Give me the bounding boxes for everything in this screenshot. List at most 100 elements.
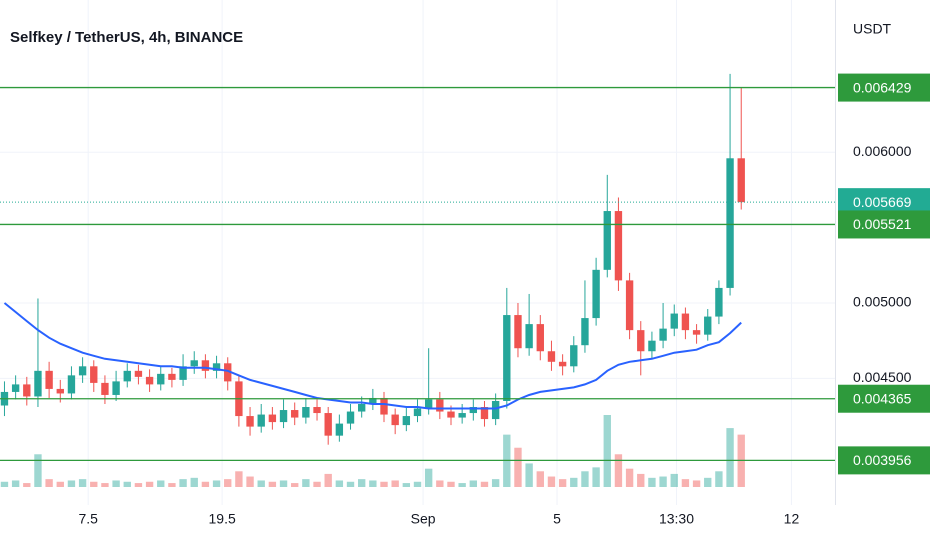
level-label: 0.005521 — [853, 216, 912, 232]
volume-bar — [45, 479, 53, 487]
volume-bar — [201, 481, 210, 487]
candle-body — [302, 407, 310, 418]
volume-bar — [592, 467, 600, 487]
volume-bar — [134, 483, 143, 487]
volume-bar — [480, 481, 489, 487]
candle-body — [324, 413, 332, 436]
candle-body — [78, 366, 87, 376]
candle-body — [190, 360, 198, 367]
level-box — [838, 446, 930, 475]
volume-bar — [525, 463, 533, 487]
volume-bar — [659, 476, 667, 487]
volume-bar — [190, 477, 198, 487]
volume-bar — [145, 481, 154, 487]
candle-body — [157, 373, 165, 385]
candle-body — [212, 363, 221, 371]
volume-bar — [603, 415, 611, 487]
chart-title: Selfkey / TetherUS, 4h, BINANCE — [10, 29, 243, 46]
level-box — [838, 210, 930, 239]
volume-bar — [34, 454, 42, 487]
candle-body — [23, 384, 31, 397]
volume-bar — [380, 481, 388, 487]
candle-body — [692, 330, 701, 335]
volume-bar — [279, 480, 288, 487]
x-tick-label: 19.5 — [209, 511, 236, 527]
candle-body — [681, 313, 690, 331]
candle-body — [335, 423, 344, 436]
volume-bar — [436, 480, 444, 487]
candle-body — [458, 413, 466, 418]
volume-bar — [413, 481, 422, 487]
volume-bar — [224, 479, 232, 487]
x-tick-label: 12 — [784, 511, 800, 527]
volume-layer — [0, 415, 745, 487]
candle-body — [514, 315, 522, 349]
candle-body — [424, 399, 433, 409]
volume-bar — [212, 480, 221, 487]
volume-bar — [369, 480, 377, 487]
volume-bar — [23, 483, 31, 487]
candle-body — [268, 414, 277, 423]
volume-bar — [346, 481, 355, 487]
volume-bar — [257, 480, 265, 487]
candle-body — [581, 318, 589, 346]
level-box — [838, 384, 930, 413]
volume-bar — [715, 471, 723, 487]
candle-body — [34, 370, 42, 397]
volume-bar — [458, 483, 466, 487]
volume-bar — [670, 473, 678, 487]
candle-body — [257, 414, 265, 427]
candle-body — [715, 287, 723, 317]
candle-body — [625, 280, 634, 331]
level-label: 0.004365 — [853, 390, 912, 406]
candle-body — [11, 384, 20, 392]
volume-bar — [704, 477, 712, 487]
candle-body — [134, 370, 143, 377]
volume-bar — [56, 481, 64, 487]
volume-bar — [324, 473, 332, 487]
volume-bar — [358, 479, 366, 487]
candle-body — [637, 330, 645, 352]
volume-bar — [491, 479, 500, 487]
volume-bar — [558, 479, 567, 487]
candle-body — [603, 211, 611, 270]
candle-body — [503, 315, 511, 401]
volume-bar — [246, 476, 254, 487]
x-tick-label: 13:30 — [659, 511, 694, 527]
candle-body — [570, 345, 578, 367]
level-box — [838, 73, 930, 102]
candle-body — [436, 399, 444, 412]
volume-bar — [514, 447, 522, 487]
candle-body — [491, 400, 500, 420]
candle-layer — [0, 73, 745, 445]
volume-bar — [101, 483, 109, 487]
volume-bar — [235, 471, 243, 487]
volume-bar — [581, 471, 589, 487]
candle-body — [592, 269, 600, 319]
grid-layer — [0, 0, 835, 505]
x-tick-label: Sep — [411, 511, 436, 527]
candle-body — [168, 373, 176, 380]
candle-body — [380, 397, 388, 415]
volume-bar — [648, 477, 656, 487]
candle-body — [737, 158, 745, 203]
volume-bar — [179, 479, 187, 487]
candle-body — [224, 363, 232, 382]
volume-bar — [570, 477, 578, 487]
candle-body — [45, 370, 53, 389]
y-tick-label: 0.005000 — [853, 294, 912, 310]
volume-bar — [291, 483, 299, 487]
candle-body — [659, 328, 667, 341]
volume-bar — [625, 468, 634, 487]
level-label: 0.003956 — [853, 452, 912, 468]
volume-bar — [692, 480, 701, 487]
volume-bar — [168, 483, 176, 487]
candle-body — [67, 375, 76, 394]
axis-layer: 7.5 19.5 Sep 5 13:30 12 0.004500 0.005000 0.0060… — [0, 0, 930, 527]
candle-body — [469, 407, 477, 414]
candle-body — [123, 370, 131, 382]
volume-bar — [447, 481, 455, 487]
volume-bar — [469, 480, 477, 487]
candle-body — [447, 411, 455, 418]
